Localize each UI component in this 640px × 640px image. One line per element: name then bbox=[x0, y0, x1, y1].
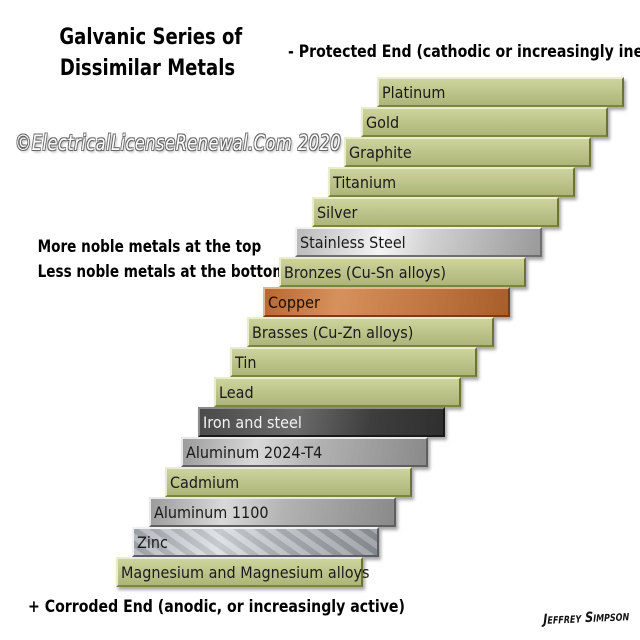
corroded-end-label: + Corroded End (anodic, or increasingly … bbox=[28, 597, 405, 617]
nobility-note-bottom: Less noble metals at the bottom bbox=[37, 262, 287, 282]
metal-step-label: Tin bbox=[235, 353, 257, 372]
diagram-title: Galvanic Series of Dissimilar Metals bbox=[59, 22, 243, 84]
metal-step-label: Silver bbox=[317, 203, 358, 222]
metal-step-label: Lead bbox=[219, 383, 254, 402]
metal-step: Cadmium bbox=[165, 467, 412, 497]
nobility-note-top: More noble metals at the top bbox=[37, 237, 262, 257]
title-line-1: Galvanic Series of bbox=[59, 25, 243, 50]
metal-step: Bronzes (Cu-Sn alloys) bbox=[279, 257, 526, 287]
metal-step-label: Graphite bbox=[349, 143, 412, 162]
metal-step: Graphite bbox=[344, 137, 591, 167]
title-line-2: Dissimilar Metals bbox=[59, 56, 236, 81]
metal-step-label: Gold bbox=[366, 113, 400, 132]
metal-step-label: Zinc bbox=[137, 533, 168, 552]
metal-step-label: Stainless Steel bbox=[300, 233, 406, 252]
metal-step: Copper bbox=[263, 287, 510, 317]
metal-step: Lead bbox=[214, 377, 461, 407]
metal-step: Gold bbox=[361, 107, 608, 137]
metal-step-label: Platinum bbox=[382, 83, 446, 102]
metal-step: Brasses (Cu-Zn alloys) bbox=[247, 317, 494, 347]
nobility-note: More noble metals at the top Less noble … bbox=[14, 235, 287, 285]
metal-step-label: Brasses (Cu-Zn alloys) bbox=[252, 323, 414, 342]
metal-step: Stainless Steel bbox=[295, 227, 542, 257]
metal-step: Platinum bbox=[377, 77, 624, 107]
metal-step: Titanium bbox=[328, 167, 575, 197]
metal-step-label: Bronzes (Cu-Sn alloys) bbox=[284, 263, 447, 282]
metal-step-label: Cadmium bbox=[170, 473, 240, 492]
metal-step: Iron and steel bbox=[198, 407, 445, 437]
metal-step: Magnesium and Magnesium alloys bbox=[116, 557, 370, 587]
protected-end-label: - Protected End (cathodic or increasingl… bbox=[288, 42, 640, 62]
metal-step-label: Titanium bbox=[333, 173, 397, 192]
metal-step-label: Iron and steel bbox=[203, 413, 302, 432]
metal-step-label: Aluminum 1100 bbox=[154, 503, 269, 522]
copyright-watermark: ©ElectricalLicenseRenewal.Com 2020 bbox=[15, 131, 342, 155]
metal-step: Aluminum 1100 bbox=[149, 497, 396, 527]
metal-step-label: Copper bbox=[268, 293, 320, 312]
metal-step: Silver bbox=[312, 197, 559, 227]
metal-step: Aluminum 2024-T4 bbox=[181, 437, 428, 467]
metal-step-label: Magnesium and Magnesium alloys bbox=[121, 563, 370, 582]
metal-step: Zinc bbox=[132, 527, 379, 557]
metal-step: Tin bbox=[230, 347, 477, 377]
metal-step-label: Aluminum 2024-T4 bbox=[186, 443, 323, 462]
